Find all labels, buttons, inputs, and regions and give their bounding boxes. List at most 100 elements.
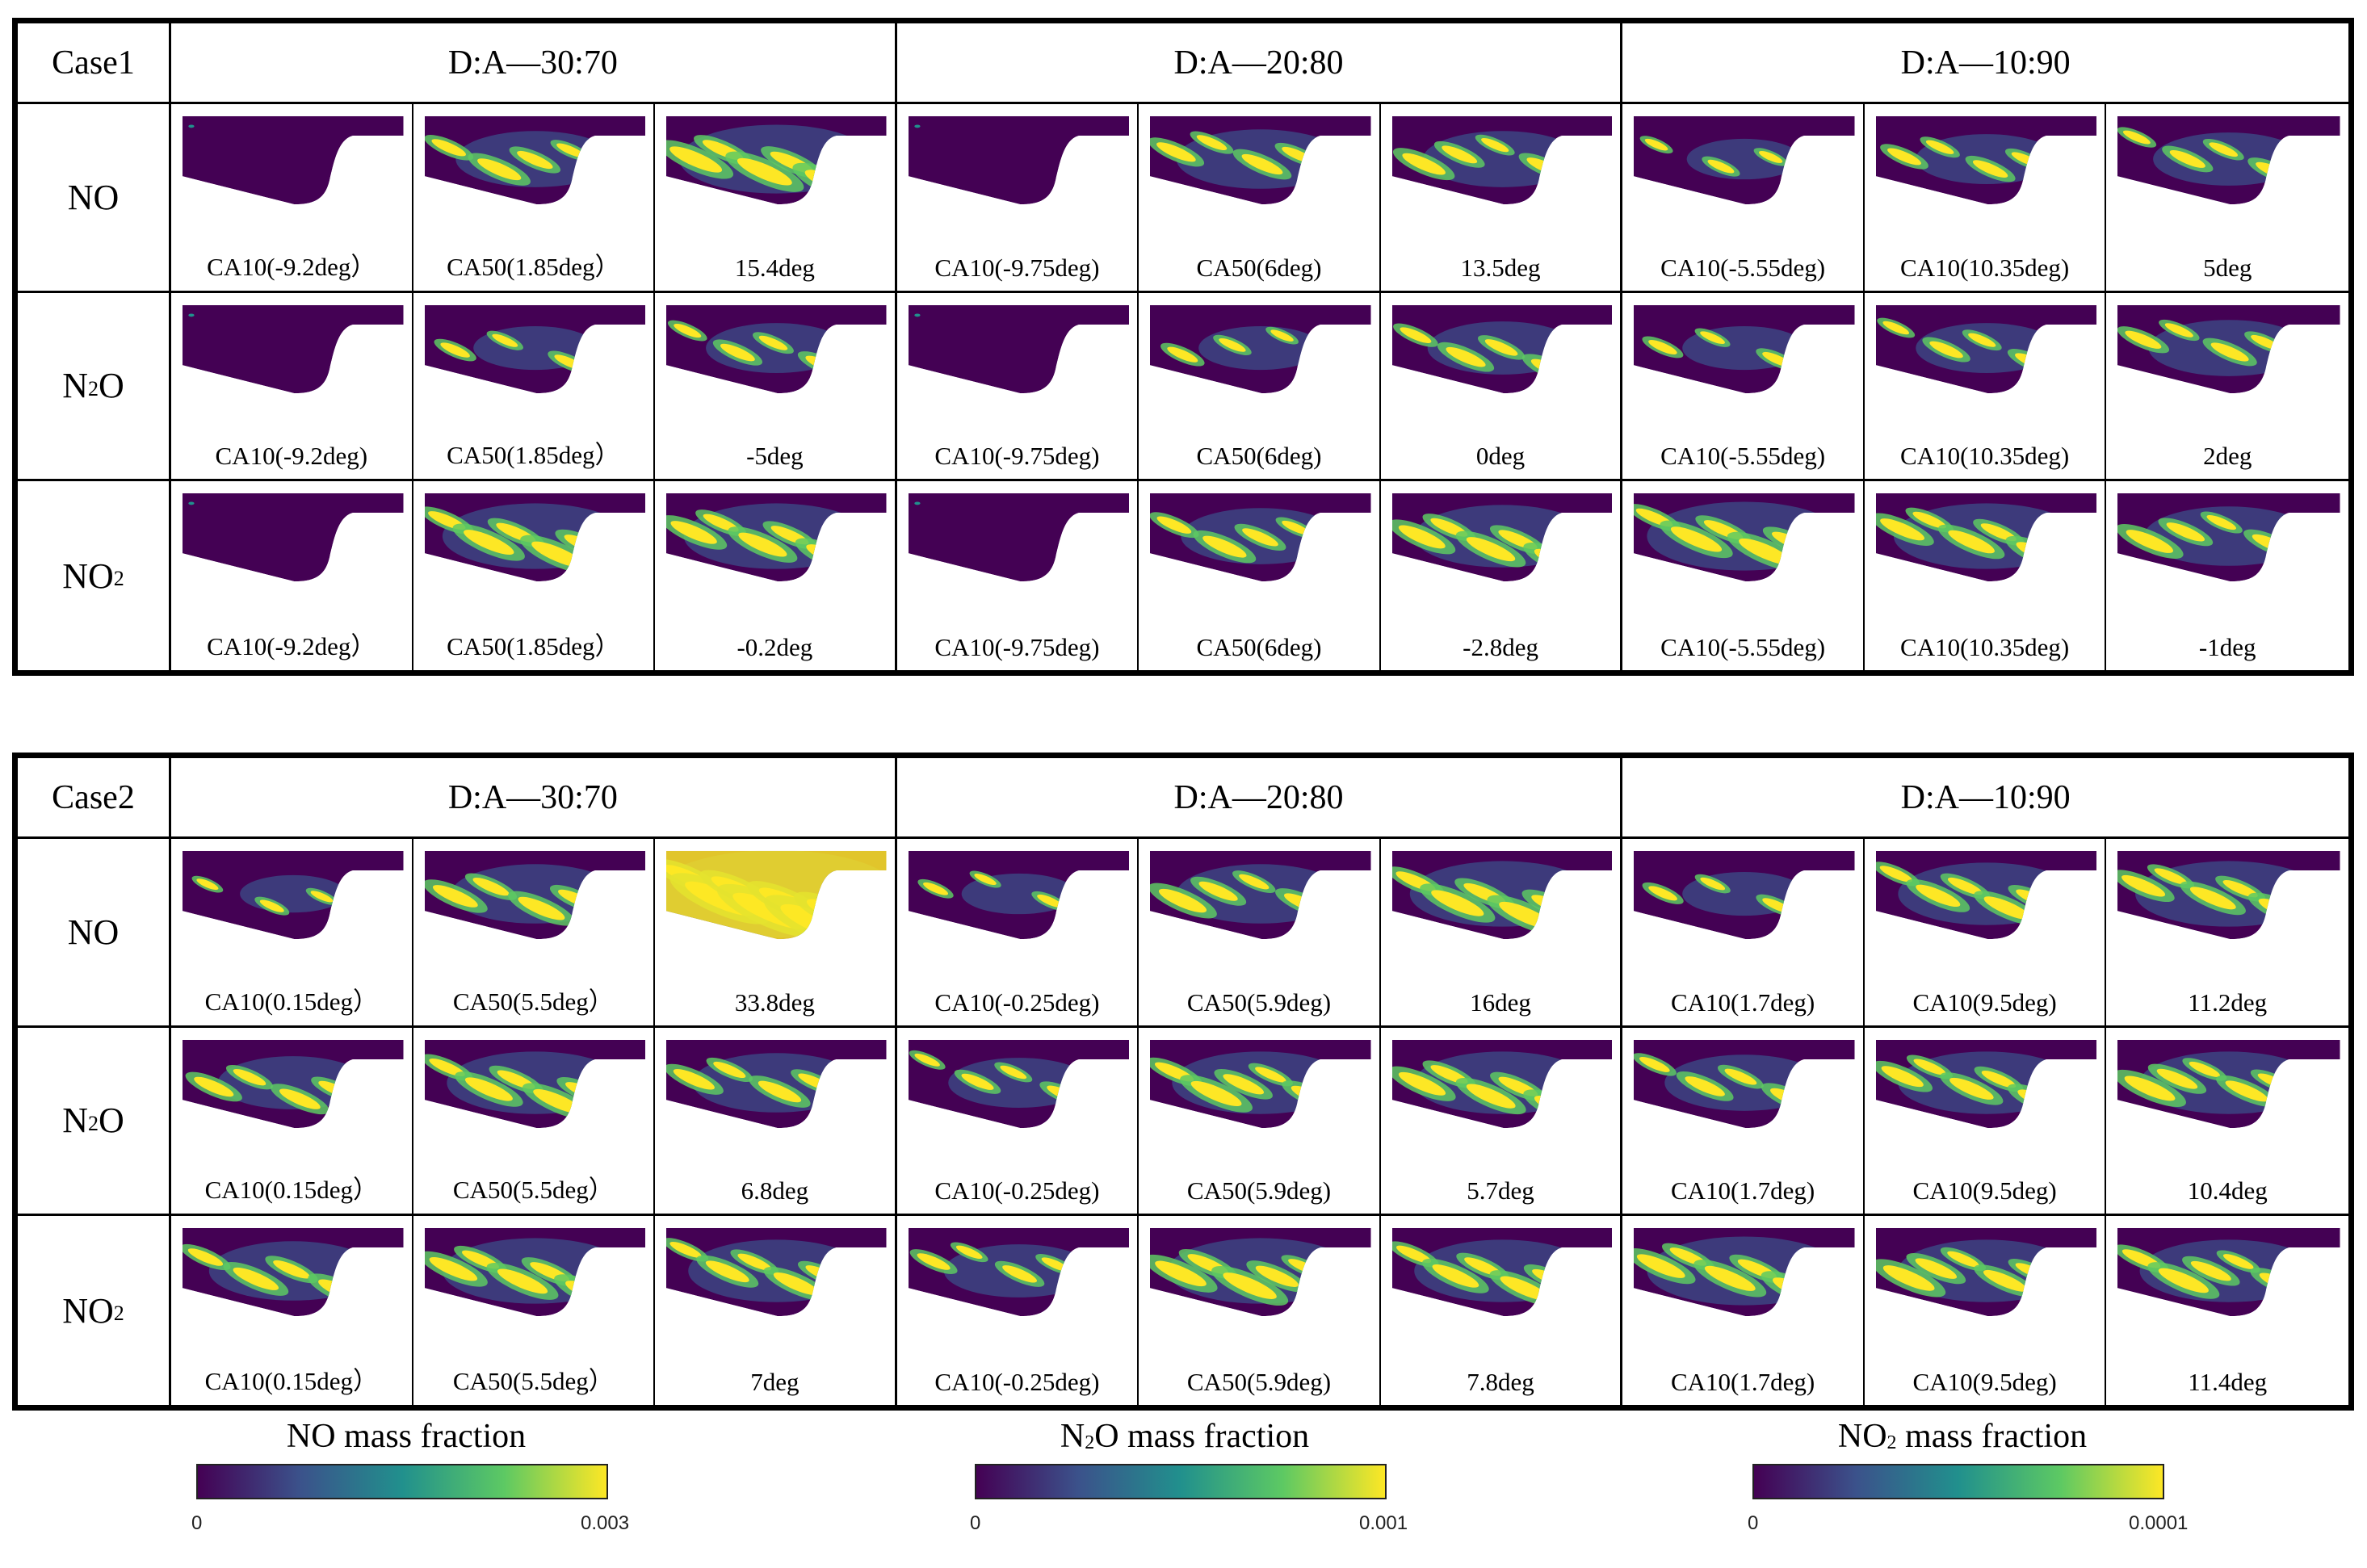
colorbar-min-label: 0	[191, 1512, 203, 1534]
contour-plot	[1391, 304, 1613, 393]
crank-angle-caption: CA10(10.35deg)	[1900, 253, 2070, 282]
crank-angle-caption: 7deg	[750, 1368, 799, 1396]
contour-frame	[183, 489, 404, 585]
contour-plot	[1634, 493, 1855, 582]
contour-plot	[908, 493, 1130, 582]
contour-frame	[1150, 301, 1371, 396]
contour-frame	[1875, 301, 2097, 396]
colorbar-min-label: 0	[970, 1512, 981, 1534]
crank-angle-caption: 11.2deg	[2188, 987, 2268, 1017]
contour-plot	[908, 850, 1130, 940]
colorbar-max-label: 0.0001	[2129, 1512, 2189, 1534]
contour-plot	[1150, 304, 1371, 393]
contour-plot	[666, 115, 887, 205]
contour-cell: CA50(5.5deg）	[413, 1216, 656, 1405]
contour-frame	[424, 1036, 646, 1131]
contour-frame	[2117, 112, 2340, 208]
ratio-header: D:A—30:70	[171, 23, 897, 104]
contour-cell: CA50(5.9deg)	[1139, 1027, 1381, 1217]
contour-cell: 6.8deg	[655, 1027, 897, 1217]
ratio-header: D:A—20:80	[896, 758, 1623, 839]
contour-cell: 5.7deg	[1380, 1027, 1623, 1217]
crank-angle-caption: 33.8deg	[734, 987, 815, 1017]
contour-frame	[1150, 1224, 1371, 1319]
contour-cell: CA10(1.7deg)	[1622, 1216, 1865, 1405]
contour-frame	[908, 1224, 1130, 1319]
contour-cell: CA10(1.7deg)	[1622, 1027, 1865, 1217]
contour-plot	[908, 115, 1130, 205]
crank-angle-caption: CA10(10.35deg)	[1900, 442, 2070, 471]
contour-frame	[666, 847, 887, 942]
contour-cell: 15.4deg	[655, 104, 897, 293]
species-label: NO	[18, 839, 171, 1028]
contour-frame	[424, 1224, 646, 1319]
crank-angle-caption: -0.2deg	[737, 633, 813, 661]
contour-plot	[1875, 850, 2097, 940]
contour-cell: 13.5deg	[1380, 104, 1623, 293]
contour-cell: 0deg	[1380, 292, 1623, 482]
contour-frame	[183, 1036, 404, 1131]
contour-plot	[1391, 115, 1613, 205]
contour-plot	[2117, 1228, 2340, 1317]
contour-plot	[1634, 1039, 1855, 1128]
crank-angle-caption: CA50(6deg)	[1196, 442, 1322, 471]
crank-angle-caption: 13.5deg	[1460, 253, 1541, 282]
contour-cell: 11.2deg	[2106, 839, 2348, 1028]
contour-plot	[908, 1039, 1130, 1128]
contour-cell: 33.8deg	[655, 839, 897, 1028]
contour-frame	[666, 112, 887, 208]
ratio-header: D:A—10:90	[1622, 758, 2348, 839]
colorbar-no2: NO2 mass fraction 0 0.0001	[1748, 1417, 2205, 1545]
colorbar-min-label: 0	[1748, 1512, 1759, 1534]
contour-frame	[1875, 489, 2097, 585]
contour-frame	[1150, 489, 1371, 585]
contour-cell: CA50(1.85deg）	[413, 104, 656, 293]
crank-angle-caption: CA50(5.9deg)	[1186, 1368, 1332, 1396]
ratio-header: D:A—30:70	[171, 758, 897, 839]
contour-cell: CA10(-0.25deg)	[896, 1027, 1139, 1217]
contour-cell: CA50(1.85deg）	[413, 292, 656, 482]
contour-cell: CA10(-9.75deg)	[897, 481, 1139, 670]
contour-cell: CA10(-9.2deg）	[171, 481, 413, 670]
colorbar-title: NO mass fraction	[286, 1418, 527, 1455]
case1-panel: Case1 D:A—30:70 D:A—20:80 D:A—10:90 NO CA10(…	[12, 18, 2354, 676]
species-label: NO 2	[18, 1216, 171, 1405]
crank-angle-caption: CA50(6deg)	[1196, 633, 1322, 661]
crank-angle-caption: CA10(1.7deg)	[1670, 1368, 1815, 1396]
crank-angle-caption: CA50(5.9deg)	[1186, 1176, 1332, 1205]
crank-angle-caption: 6.8deg	[741, 1176, 809, 1205]
contour-frame	[1391, 1036, 1613, 1131]
crank-angle-caption: CA10(0.15deg）	[204, 1367, 378, 1395]
contour-cell: -0.2deg	[655, 481, 897, 670]
contour-frame	[1391, 112, 1613, 208]
crank-angle-caption: 10.4deg	[2187, 1176, 2268, 1205]
contour-frame	[1634, 1224, 1855, 1319]
crank-angle-caption: CA10(9.5deg)	[1912, 987, 2057, 1017]
contour-frame	[908, 847, 1130, 942]
colorbar-max-label: 0.003	[581, 1512, 630, 1534]
crank-angle-caption: CA10(-0.25deg)	[934, 987, 1100, 1017]
contour-plot	[424, 493, 646, 582]
contour-plot	[666, 304, 887, 393]
contour-frame	[1875, 1036, 2097, 1131]
contour-frame	[1634, 489, 1855, 585]
contour-frame	[2117, 1036, 2340, 1131]
crank-angle-caption: -2.8deg	[1463, 633, 1538, 661]
contour-plot	[183, 115, 404, 205]
colorbar-title: N2O mass fraction	[1060, 1418, 1310, 1455]
crank-angle-caption: CA10(10.35deg)	[1900, 633, 2070, 661]
contour-plot	[666, 1228, 887, 1317]
contour-frame	[183, 112, 404, 208]
contour-plot	[1391, 493, 1613, 582]
contour-cell: CA10(-0.25deg)	[896, 839, 1139, 1028]
contour-frame	[1391, 1224, 1613, 1319]
crank-angle-caption: CA10(-9.75deg)	[934, 253, 1100, 282]
contour-frame	[2117, 489, 2340, 585]
crank-angle-caption: CA50(1.85deg）	[447, 632, 620, 660]
contour-frame	[908, 301, 1130, 396]
crank-angle-caption: CA50(1.85deg）	[447, 252, 620, 281]
contour-cell: CA50(5.5deg）	[413, 839, 656, 1028]
contour-frame	[1875, 1224, 2097, 1319]
crank-angle-caption: -5deg	[746, 442, 804, 471]
contour-plot	[1634, 115, 1855, 205]
